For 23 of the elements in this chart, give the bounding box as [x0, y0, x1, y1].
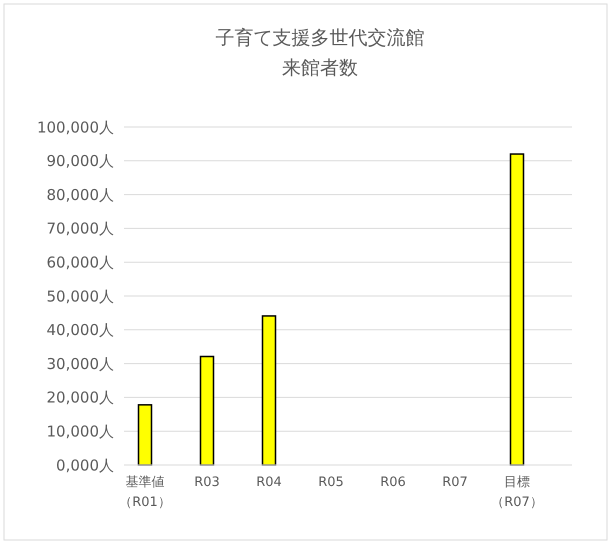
y-tick-label: 70,000人 [46, 220, 114, 238]
bar [510, 153, 524, 466]
x-tick-label: 基準値（R01） [119, 475, 171, 510]
y-tick-label: 80,000人 [46, 186, 114, 204]
chart-title: 子育て支援多世代交流館来館者数 [216, 27, 424, 79]
bar [200, 356, 214, 466]
x-tick-label: R05 [318, 475, 344, 490]
y-tick-label: 60,000人 [46, 253, 114, 272]
y-tick-label: 100,000人 [36, 118, 114, 136]
x-tick-label: R06 [380, 475, 406, 490]
y-tick-label: 0,000人 [56, 456, 114, 474]
y-tick-label: 30,000人 [46, 354, 114, 373]
x-tick-label: R07 [442, 475, 468, 490]
x-tick-label: R03 [194, 475, 220, 490]
y-tick-label: 90,000人 [46, 152, 114, 170]
y-tick-label: 40,000人 [46, 321, 114, 340]
x-tick-label: R04 [256, 475, 282, 490]
y-tick-label: 50,000人 [46, 287, 114, 306]
x-tick-label: 目標（R07） [491, 475, 543, 510]
y-tick-label: 20,000人 [46, 388, 114, 407]
bar [138, 404, 152, 466]
y-tick-label: 10,000人 [46, 422, 114, 440]
bar [262, 315, 276, 466]
